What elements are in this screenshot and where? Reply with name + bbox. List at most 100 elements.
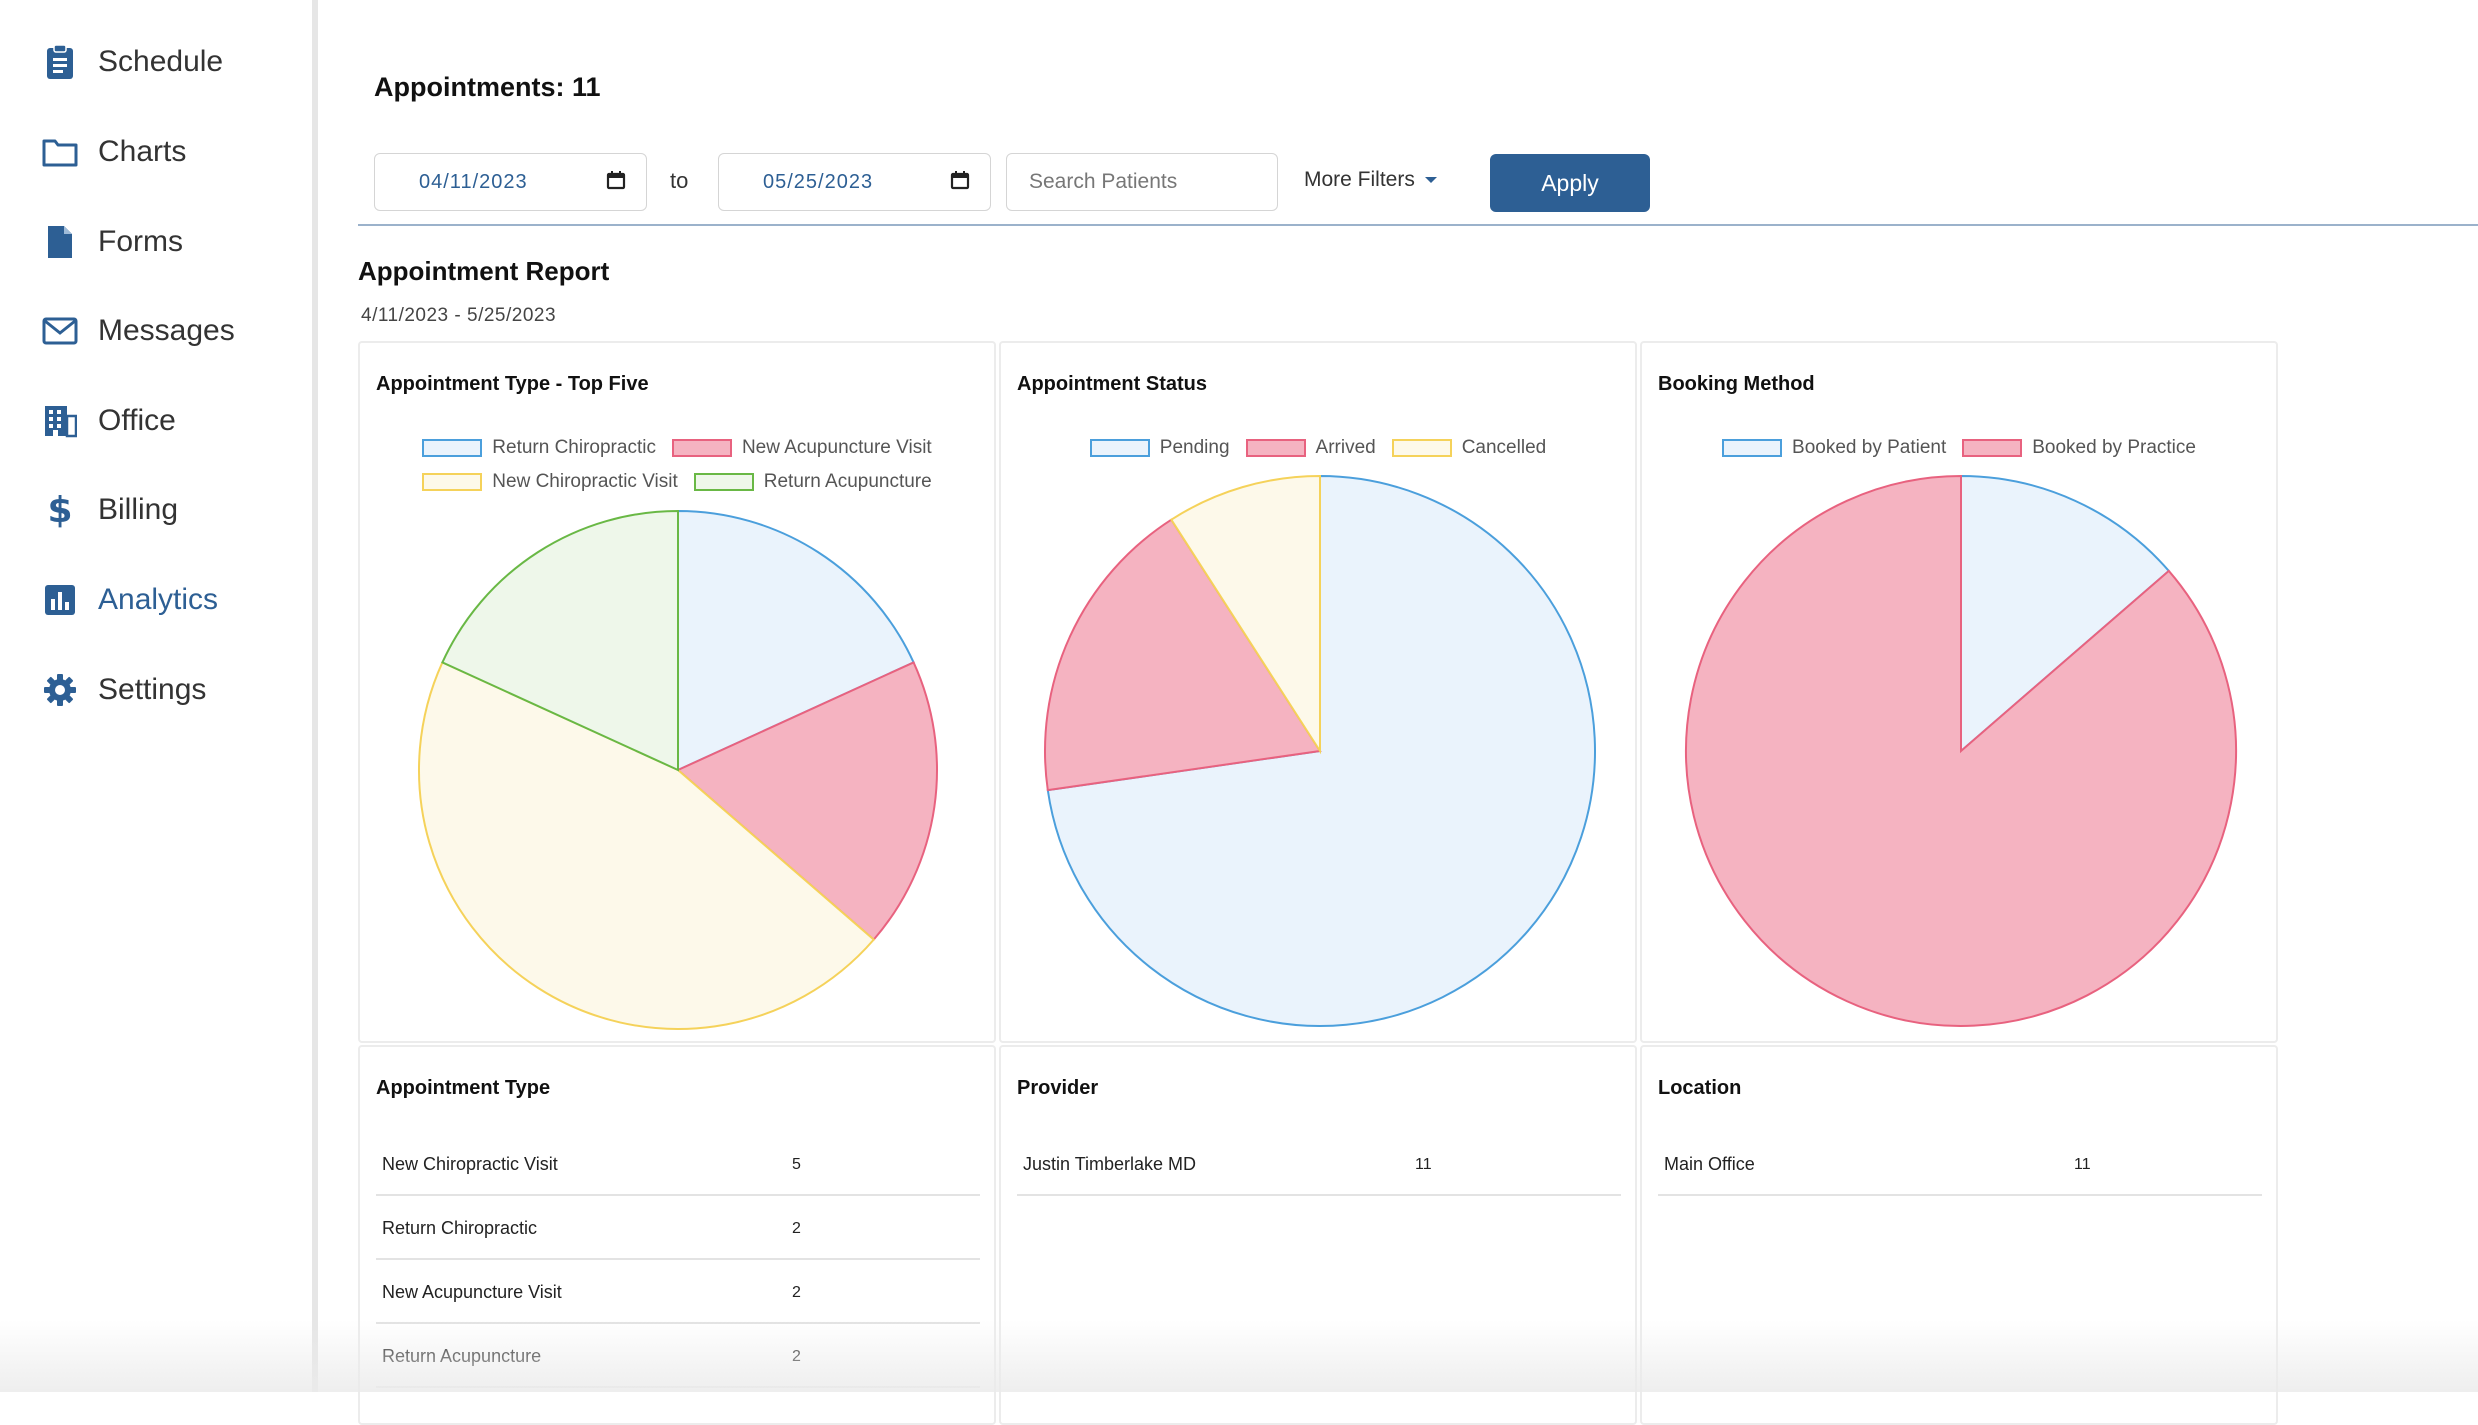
legend-label: New Acupuncture Visit [741, 437, 932, 458]
chart-title: Appointment Type - Top Five [376, 373, 649, 395]
start-date-value: 04/11/2023 [419, 170, 528, 193]
legend-label: Cancelled [1461, 437, 1547, 458]
end-date-value: 05/25/2023 [763, 170, 874, 193]
report-date-range: 4/11/2023 - 5/25/2023 [361, 305, 557, 326]
sidebar-item-label: Office [98, 404, 176, 437]
table-card-provider: Provider Justin Timberlake MD 11 [999, 1045, 1637, 1425]
pie-chart-booking-method [1685, 474, 2237, 1027]
sidebar-divider [312, 0, 318, 1392]
end-date-input[interactable]: 05/25/2023 [718, 153, 991, 211]
sidebar-item-label: Messages [98, 314, 235, 347]
table-row: New Chiropractic Visit 5 [376, 1132, 980, 1196]
chart-card-appointment-type: Appointment Type - Top Five Return Chiro… [358, 341, 996, 1043]
chart-legend: Booked by Patient Booked by Practice [1642, 437, 2276, 459]
pie-slice[interactable] [1685, 474, 2237, 1027]
legend-swatch [1089, 439, 1150, 457]
caret-down-icon [1424, 177, 1437, 183]
chart-legend: Return Chiropractic New Acupuncture Visit… [360, 437, 994, 493]
envelope-icon [40, 311, 80, 351]
pie-slice[interactable] [1046, 474, 1596, 1027]
table-row: Justin Timberlake MD 11 [1017, 1132, 1621, 1196]
table-title: Provider [1017, 1077, 1099, 1099]
legend-swatch [1722, 439, 1783, 457]
sidebar-item-office[interactable]: Office [40, 396, 176, 446]
calendar-icon[interactable] [606, 170, 626, 195]
pie-slice[interactable] [441, 509, 679, 772]
legend-swatch [1391, 439, 1452, 457]
pie-chart-appointment-type [418, 509, 938, 1030]
sidebar-item-label: Charts [98, 135, 187, 168]
legend-swatch [422, 439, 483, 457]
table-title: Appointment Type [376, 1077, 551, 1099]
legend-swatch [1245, 439, 1306, 457]
sidebar-item-settings[interactable]: Settings [40, 665, 206, 715]
legend-label: Arrived [1315, 437, 1376, 458]
sidebar-item-label: Forms [98, 225, 183, 258]
sidebar-item-label: Settings [98, 673, 207, 706]
row-name: Justin Timberlake MD [1023, 1154, 1197, 1174]
legend-swatch [693, 473, 754, 491]
pie-slice[interactable] [1044, 518, 1322, 792]
row-count: 2 [792, 1284, 801, 1301]
calendar-icon[interactable] [950, 170, 970, 195]
row-count: 2 [792, 1348, 801, 1365]
table-title: Location [1658, 1077, 1742, 1099]
legend-item[interactable]: Booked by Practice [1962, 437, 2196, 459]
legend-label: Return Chiropractic [492, 437, 656, 458]
row-name: New Chiropractic Visit [382, 1154, 558, 1174]
dollar-icon: $ [47, 489, 73, 531]
legend-item[interactable]: Cancelled [1391, 437, 1547, 459]
legend-label: Booked by Patient [1792, 437, 1947, 458]
pie-slice[interactable] [677, 509, 915, 772]
chart-title: Booking Method [1658, 373, 1815, 395]
legend-item[interactable]: Return Acupuncture [693, 471, 932, 493]
legend-item[interactable]: Return Chiropractic [422, 437, 656, 459]
search-input[interactable] [1027, 169, 1251, 195]
legend-swatch [1962, 439, 2023, 457]
sidebar-item-label: Schedule [98, 45, 224, 78]
chart-card-booking-method: Booking Method Booked by Patient Booked b… [1640, 341, 2278, 1043]
gear-icon [40, 670, 80, 710]
more-filters-dropdown[interactable]: More Filters [1304, 168, 1437, 192]
apply-button[interactable]: Apply [1490, 154, 1650, 212]
sidebar-item-label: Analytics [98, 583, 219, 616]
table-card-appointment-type: Appointment Type New Chiropractic Visit … [358, 1045, 996, 1425]
page-title: Appointments: 11 [374, 72, 601, 102]
legend-item[interactable]: Pending [1089, 437, 1230, 459]
pie-chart-appointment-status [1044, 474, 1596, 1027]
legend-label: Return Acupuncture [763, 471, 932, 492]
folder-icon [40, 132, 80, 172]
legend-label: New Chiropractic Visit [492, 471, 678, 492]
sidebar-item-schedule[interactable]: Schedule [40, 37, 223, 87]
row-count: 5 [792, 1156, 801, 1173]
clipboard-icon [40, 42, 80, 82]
legend-swatch [671, 439, 732, 457]
row-name: New Acupuncture Visit [382, 1282, 562, 1302]
table-card-location: Location Main Office 11 [1640, 1045, 2278, 1425]
row-name: Return Acupuncture [382, 1346, 542, 1366]
start-date-input[interactable]: 04/11/2023 [374, 153, 647, 211]
pie-slice[interactable] [418, 661, 876, 1030]
legend-item[interactable]: New Acupuncture Visit [671, 437, 932, 459]
sidebar-item-messages[interactable]: Messages [40, 306, 235, 356]
table-row: Return Chiropractic 2 [376, 1196, 980, 1260]
sidebar-item-analytics[interactable]: Analytics [40, 575, 218, 625]
pie-slice[interactable] [676, 661, 938, 942]
chart-title: Appointment Status [1017, 373, 1207, 395]
pie-slice[interactable] [1169, 474, 1321, 755]
legend-item[interactable]: New Chiropractic Visit [422, 471, 678, 493]
sidebar-item-charts[interactable]: Charts [40, 127, 186, 177]
search-field[interactable] [1006, 153, 1278, 211]
legend-item[interactable]: Arrived [1245, 437, 1376, 459]
building-icon [40, 401, 80, 441]
row-count: 11 [1415, 1156, 1432, 1173]
document-icon [40, 222, 80, 262]
legend-label: Pending [1159, 437, 1230, 458]
chart-card-appointment-status: Appointment Status Pending Arrived Cancell… [999, 341, 1637, 1043]
table-row: New Acupuncture Visit 2 [376, 1260, 980, 1324]
sidebar-item-billing[interactable]: $ Billing [40, 485, 178, 535]
legend-item[interactable]: Booked by Patient [1722, 437, 1946, 459]
sidebar-item-forms[interactable]: Forms [40, 217, 183, 267]
pie-slice[interactable] [1960, 474, 2171, 754]
row-name: Return Chiropractic [382, 1218, 538, 1238]
